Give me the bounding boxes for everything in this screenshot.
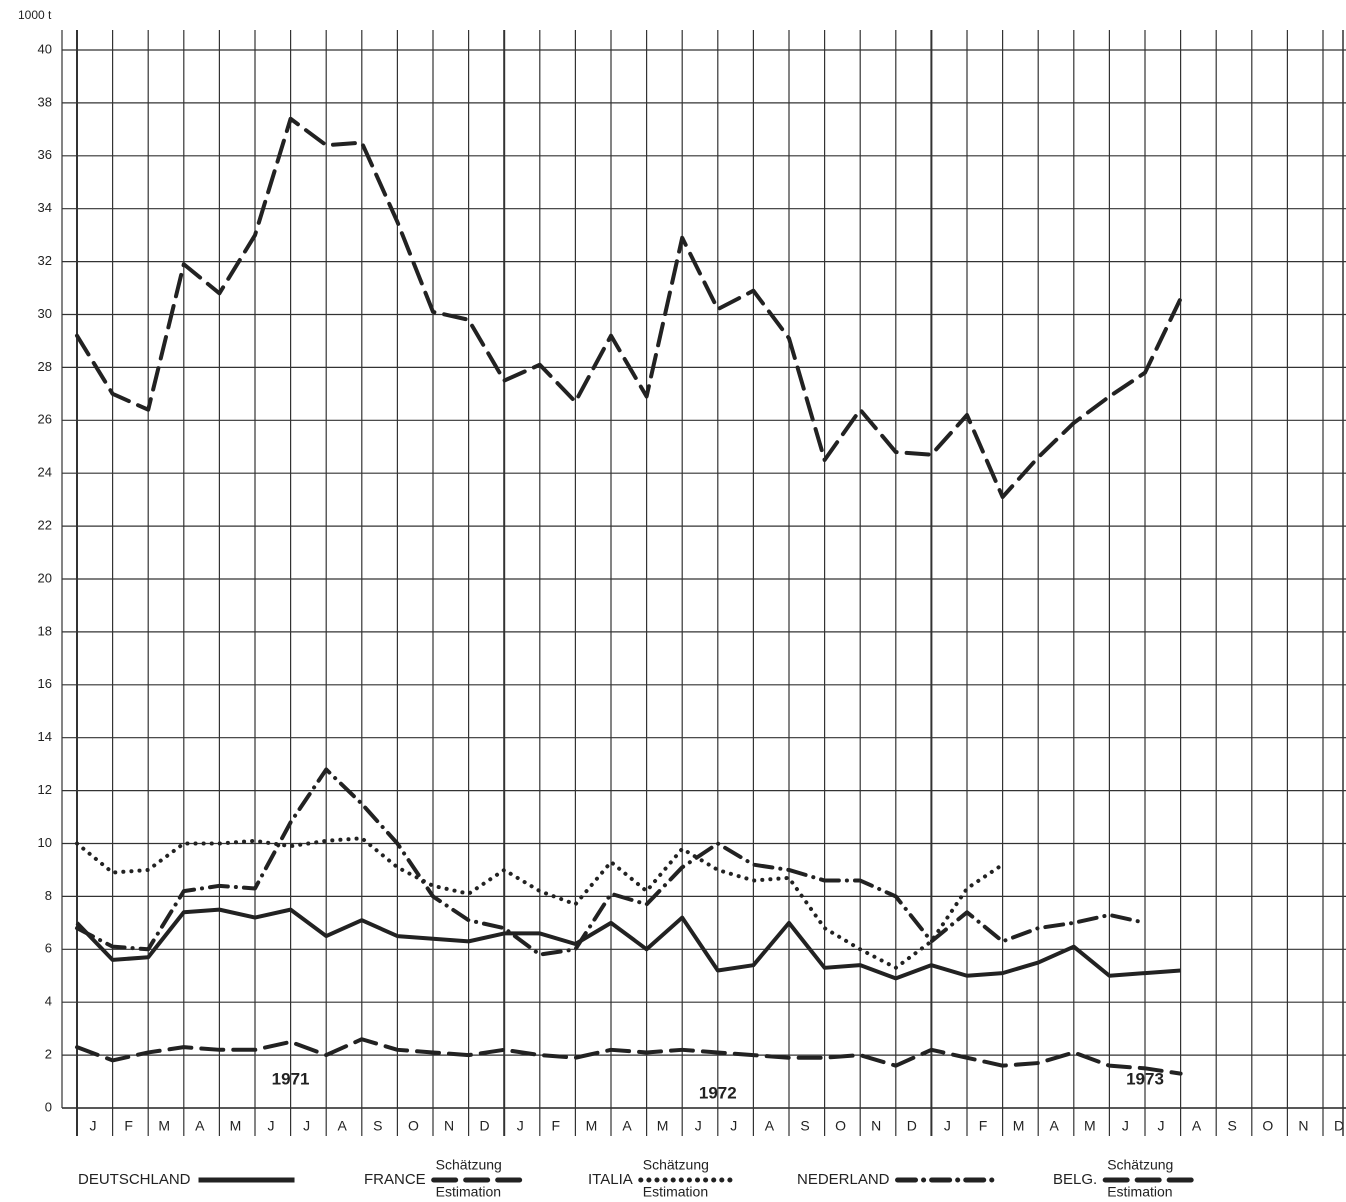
x-tick-label: O bbox=[835, 1118, 846, 1134]
x-tick-label: J bbox=[268, 1118, 275, 1134]
y-tick-label: 16 bbox=[38, 676, 52, 691]
x-tick-label: F bbox=[552, 1118, 561, 1134]
legend-note: Schätzung bbox=[643, 1157, 709, 1173]
y-tick-label: 4 bbox=[45, 994, 52, 1009]
y-tick-label: 2 bbox=[45, 1047, 52, 1062]
y-tick-label: 12 bbox=[38, 782, 52, 797]
series-line bbox=[75, 116, 1183, 500]
y-tick-label: 34 bbox=[38, 200, 52, 215]
x-tick-label: N bbox=[444, 1118, 454, 1134]
series-line bbox=[75, 836, 1005, 970]
legend-note: Estimation bbox=[436, 1184, 501, 1200]
legend-note: Estimation bbox=[1107, 1184, 1172, 1200]
x-tick-label: A bbox=[338, 1118, 348, 1134]
x-tick-label: J bbox=[695, 1118, 702, 1134]
y-tick-label: 10 bbox=[38, 835, 52, 850]
series-line bbox=[75, 1037, 1183, 1076]
x-tick-label: O bbox=[1262, 1118, 1273, 1134]
x-tick-label: O bbox=[408, 1118, 419, 1134]
y-axis-label: 1000 t bbox=[18, 8, 52, 22]
y-tick-label: 28 bbox=[38, 359, 52, 374]
y-tick-label: 8 bbox=[45, 888, 52, 903]
y-tick-label: 22 bbox=[38, 518, 52, 533]
x-tick-label: D bbox=[480, 1118, 490, 1134]
x-tick-label: J bbox=[1122, 1118, 1129, 1134]
legend-note: Schätzung bbox=[1107, 1157, 1173, 1173]
x-tick-label: D bbox=[1334, 1118, 1344, 1134]
legend-label: ITALIA bbox=[588, 1171, 633, 1188]
x-tick-label: D bbox=[907, 1118, 917, 1134]
year-label: 1972 bbox=[699, 1083, 737, 1102]
x-tick-label: J bbox=[944, 1118, 951, 1134]
x-tick-label: M bbox=[230, 1118, 242, 1134]
x-tick-label: J bbox=[517, 1118, 524, 1134]
x-tick-label: S bbox=[1228, 1118, 1237, 1134]
series-line bbox=[75, 767, 1147, 957]
x-tick-label: J bbox=[303, 1118, 310, 1134]
legend-note: Estimation bbox=[643, 1184, 708, 1200]
x-tick-label: A bbox=[1192, 1118, 1202, 1134]
x-tick-label: F bbox=[979, 1118, 988, 1134]
x-tick-label: M bbox=[1013, 1118, 1025, 1134]
y-tick-label: 26 bbox=[38, 412, 52, 427]
y-tick-label: 38 bbox=[38, 94, 52, 109]
x-tick-label: N bbox=[871, 1118, 881, 1134]
x-tick-label: N bbox=[1298, 1118, 1308, 1134]
x-tick-label: A bbox=[195, 1118, 205, 1134]
y-tick-label: 6 bbox=[45, 941, 52, 956]
x-tick-label: F bbox=[124, 1118, 133, 1134]
x-tick-label: J bbox=[730, 1118, 737, 1134]
x-tick-label: A bbox=[1050, 1118, 1060, 1134]
x-tick-label: M bbox=[586, 1118, 598, 1134]
legend-note: Schätzung bbox=[436, 1157, 502, 1173]
x-tick-label: M bbox=[1084, 1118, 1096, 1134]
y-tick-label: 18 bbox=[38, 623, 52, 638]
y-tick-label: 30 bbox=[38, 306, 52, 321]
y-tick-label: 24 bbox=[38, 465, 52, 480]
x-tick-label: J bbox=[1158, 1118, 1165, 1134]
y-tick-label: 0 bbox=[45, 1099, 52, 1114]
x-tick-label: M bbox=[657, 1118, 669, 1134]
x-tick-label: J bbox=[90, 1118, 97, 1134]
legend-label: FRANCE bbox=[364, 1171, 426, 1188]
x-tick-label: S bbox=[373, 1118, 382, 1134]
x-tick-label: S bbox=[800, 1118, 809, 1134]
legend-label: NEDERLAND bbox=[797, 1171, 890, 1188]
legend-label: DEUTSCHLAND bbox=[78, 1171, 191, 1188]
y-tick-label: 14 bbox=[38, 729, 52, 744]
series-line bbox=[75, 907, 1181, 981]
year-label: 1971 bbox=[272, 1069, 310, 1088]
x-tick-label: A bbox=[622, 1118, 632, 1134]
y-tick-label: 32 bbox=[38, 253, 52, 268]
y-tick-label: 40 bbox=[38, 41, 52, 56]
y-tick-label: 20 bbox=[38, 570, 52, 585]
legend-label: BELG. bbox=[1053, 1171, 1097, 1188]
x-tick-label: A bbox=[765, 1118, 775, 1134]
x-tick-label: M bbox=[158, 1118, 170, 1134]
y-tick-label: 36 bbox=[38, 147, 52, 162]
year-label: 1973 bbox=[1126, 1069, 1164, 1088]
